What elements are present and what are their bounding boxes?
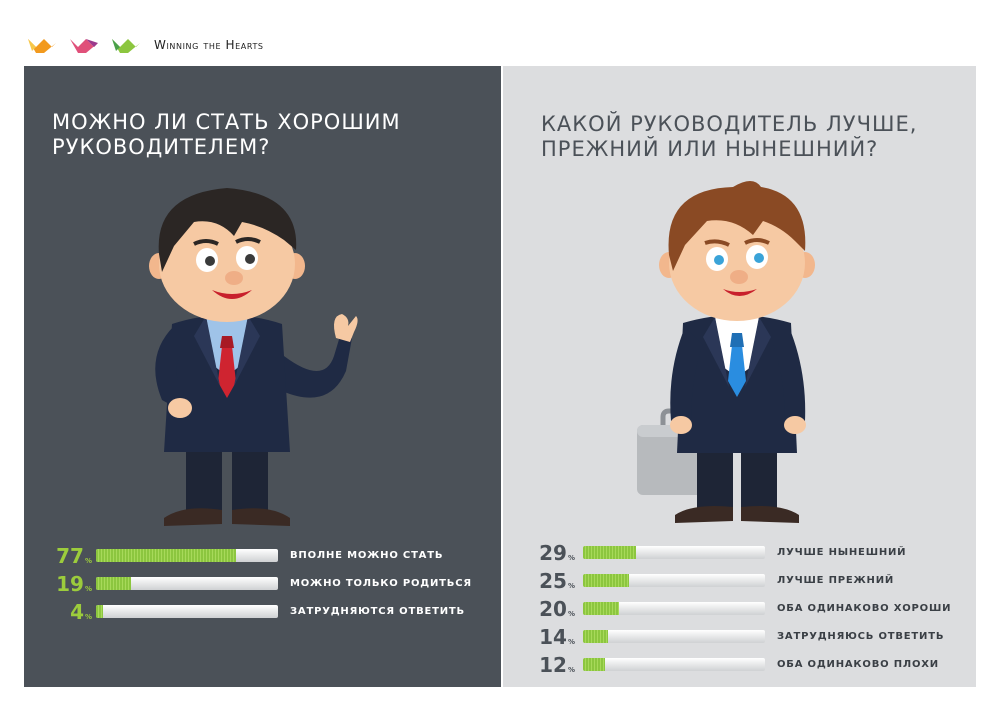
result-bar-fill (583, 546, 636, 559)
brand-logo-icon (28, 39, 140, 53)
result-bar-fill (96, 605, 104, 618)
result-bar-track (583, 574, 765, 587)
result-value: 12% (539, 653, 575, 677)
result-label: оба одинаково плохи (777, 659, 939, 670)
brand-header: Winning the Hearts (26, 34, 263, 56)
result-bar-track (583, 630, 765, 643)
result-bar-track (583, 546, 765, 559)
result-label: затрудняюсь ответить (777, 631, 945, 642)
orange-heart-icon (28, 39, 56, 53)
result-bar-fill (583, 630, 609, 643)
brand-name: Winning the Hearts (154, 38, 264, 52)
result-value: 25% (539, 569, 575, 593)
result-value: 20% (539, 597, 575, 621)
result-value: 29% (539, 541, 575, 565)
result-label: лучше нынешний (777, 547, 907, 558)
result-bar-fill (583, 602, 620, 615)
result-label: оба одинаково хороши (777, 603, 952, 614)
result-bar-fill (583, 658, 605, 671)
pink-heart-icon (70, 39, 98, 53)
result-value: 19% (56, 572, 92, 596)
result-bar-fill (96, 549, 237, 562)
result-value: 14% (539, 625, 575, 649)
right-panel: Какой руководитель лучше, прежний или ны… (503, 66, 976, 687)
result-bar-track (96, 577, 278, 590)
green-heart-icon (112, 39, 140, 53)
result-bar-track (96, 605, 278, 618)
waving-manager-illustration (149, 188, 358, 526)
result-bar-track (583, 602, 765, 615)
result-label: лучше прежний (777, 575, 895, 586)
result-label: затрудняются ответить (290, 606, 465, 617)
result-bar-track (96, 549, 278, 562)
briefcase-manager-illustration (637, 181, 815, 523)
result-value: 77% (56, 544, 92, 568)
right-question-title: Какой руководитель лучше, прежний или ны… (541, 112, 918, 161)
result-bar-fill (96, 577, 131, 590)
left-question-title: Можно ли стать хорошим руководителем? (52, 110, 401, 159)
result-bar-track (583, 658, 765, 671)
result-value: 4% (70, 600, 92, 624)
result-bar-fill (583, 574, 629, 587)
left-panel: Можно ли стать хорошим руководителем? (24, 66, 501, 687)
result-label: можно только родиться (290, 578, 472, 589)
result-label: вполне можно стать (290, 550, 444, 561)
